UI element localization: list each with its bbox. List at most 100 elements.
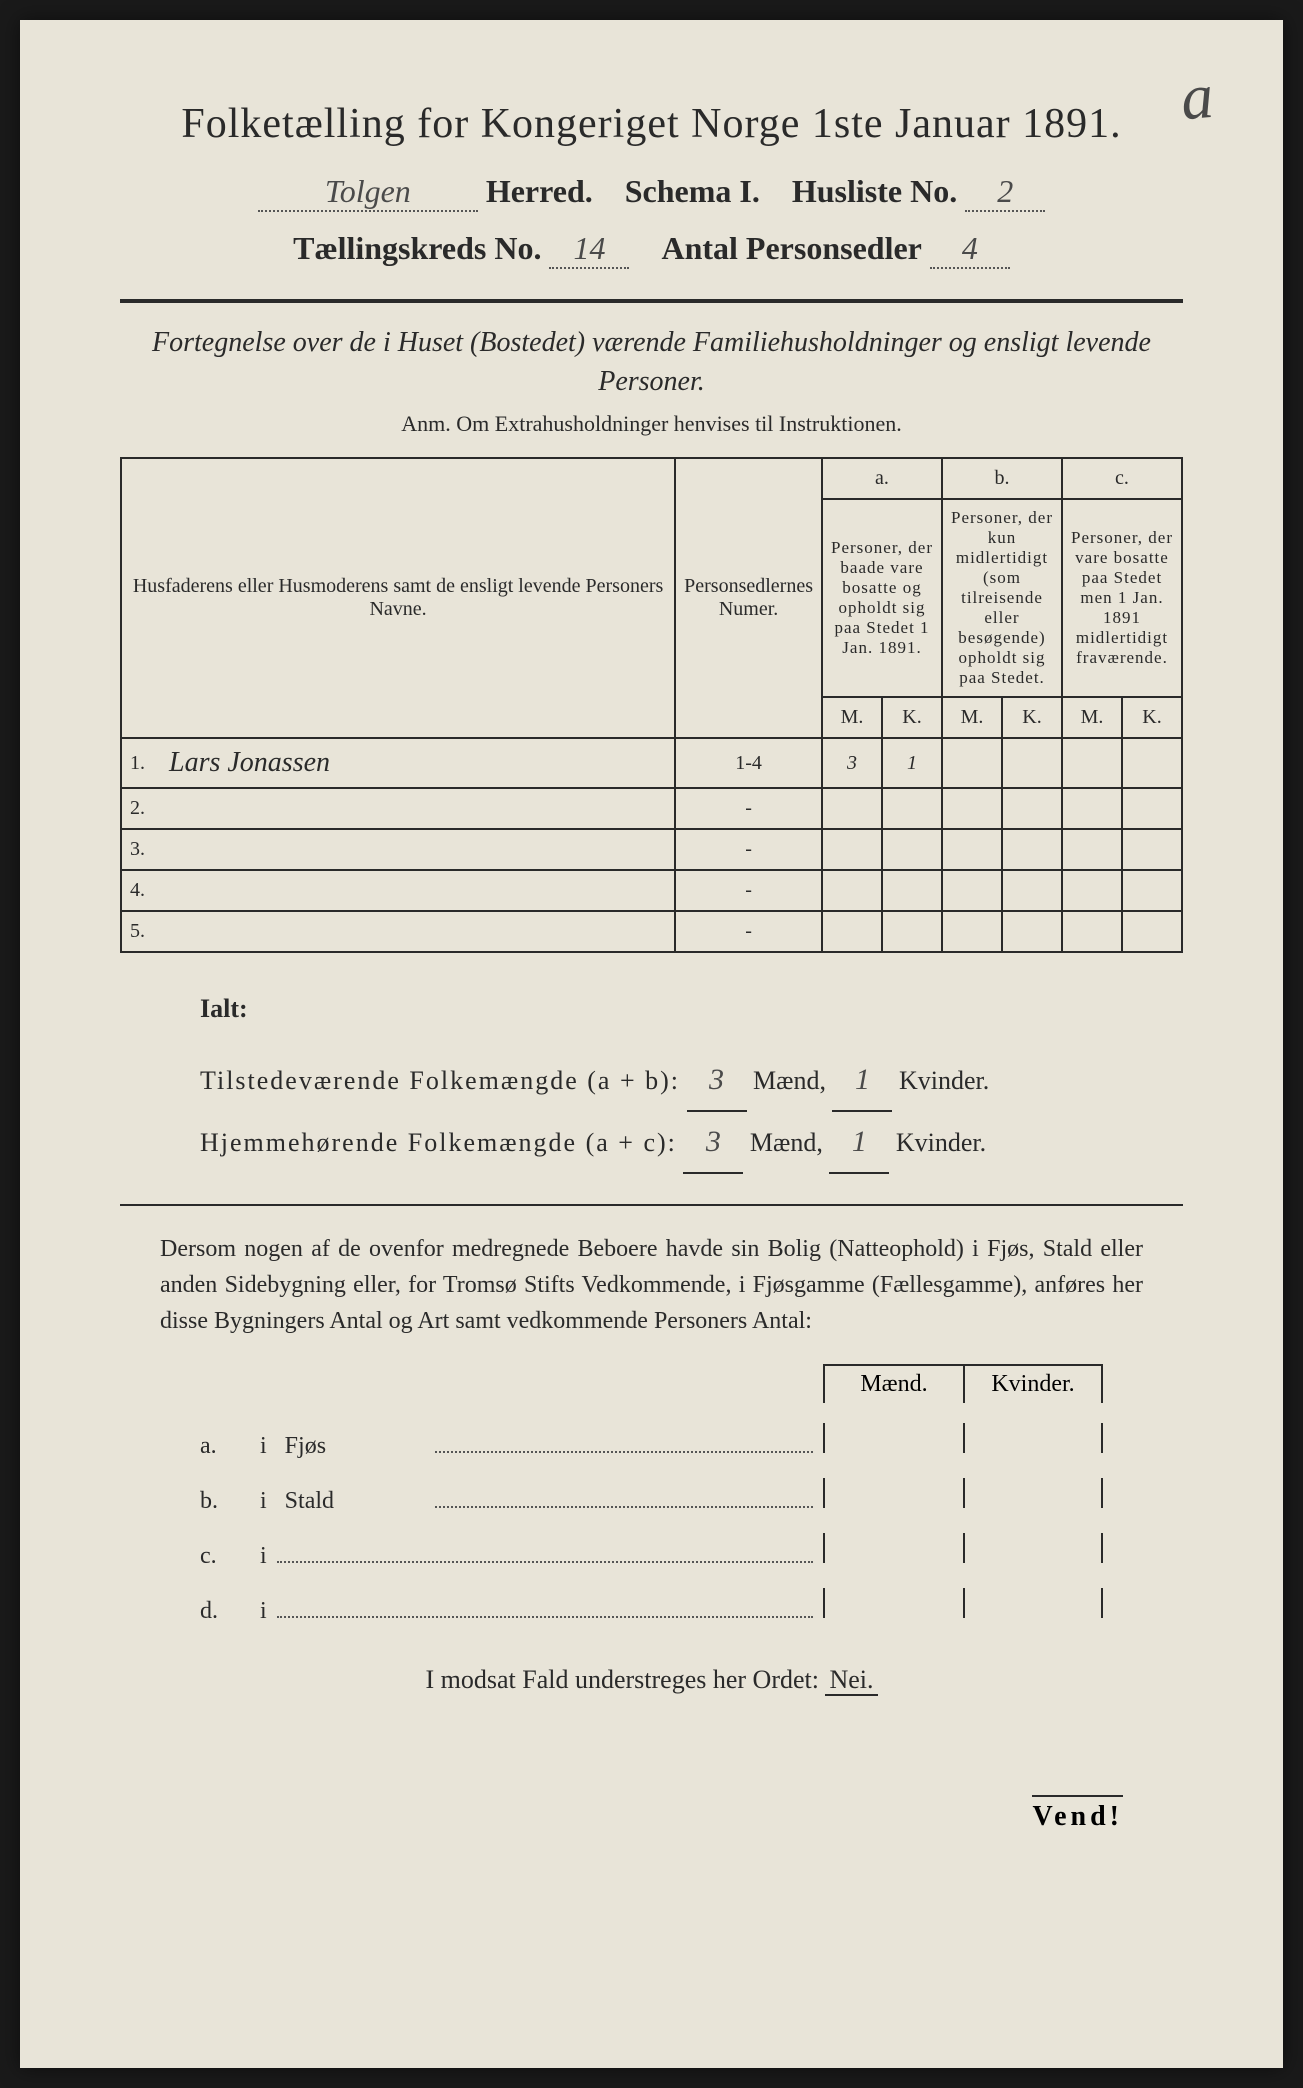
footer-nei-line: I modsat Fald understreges her Ordet: Ne…	[120, 1665, 1183, 1695]
census-form-page: a Folketælling for Kongeriget Norge 1ste…	[20, 20, 1283, 2068]
building-label: d.	[200, 1598, 260, 1625]
col-c-label: c.	[1062, 458, 1182, 499]
divider-2	[120, 1204, 1183, 1206]
col-a-header: Personer, der baade vare bosatte og opho…	[822, 499, 942, 697]
totals-section: Ialt: Tilstedeværende Folkemængde (a + b…	[200, 983, 1183, 1174]
form-note: Anm. Om Extrahusholdninger henvises til …	[120, 411, 1183, 437]
kreds-value: 14	[549, 230, 629, 269]
form-subtitle: Fortegnelse over de i Huset (Bostedet) v…	[120, 323, 1183, 401]
divider-1	[120, 299, 1183, 303]
building-list: a. i Fjøs b. i Stald c. i d. i	[200, 1423, 1103, 1625]
row-a-k	[882, 788, 942, 829]
dots	[435, 1484, 813, 1508]
row-a-m	[822, 911, 882, 952]
row-b-k	[1002, 870, 1062, 911]
col-b-label: b.	[942, 458, 1062, 499]
building-label: a.	[200, 1433, 260, 1460]
building-m	[823, 1533, 963, 1563]
c-m-label: M.	[1062, 697, 1122, 738]
ialt-label: Ialt:	[200, 983, 1183, 1035]
row-b-k	[1002, 738, 1062, 788]
row-name: Lars Jonassen	[161, 738, 675, 788]
row-name	[161, 829, 675, 870]
row-b-m	[942, 829, 1002, 870]
row-a-k	[882, 829, 942, 870]
corner-annotation: a	[1178, 59, 1216, 136]
table-row: 2. -	[121, 788, 1182, 829]
b-k-label: K.	[1002, 697, 1062, 738]
table-row: 5. -	[121, 911, 1182, 952]
row-b-m	[942, 788, 1002, 829]
table-row: 1. Lars Jonassen 1-4 3 1	[121, 738, 1182, 788]
building-i: i	[260, 1433, 267, 1460]
row-c-m	[1062, 788, 1122, 829]
vend-label: Vend!	[1032, 1795, 1123, 1833]
building-m	[823, 1588, 963, 1618]
herred-label: Herred.	[486, 173, 593, 209]
row-a-k	[882, 911, 942, 952]
row-b-k	[1002, 911, 1062, 952]
col-sedler-header: Personsedlernes Numer.	[675, 458, 822, 738]
row-c-k	[1122, 870, 1182, 911]
table-body: 1. Lars Jonassen 1-4 3 1 2. -	[121, 738, 1182, 952]
table-row: 3. -	[121, 829, 1182, 870]
row-num: 4.	[121, 870, 161, 911]
row-name	[161, 870, 675, 911]
row-sedler: -	[675, 829, 822, 870]
c-k-label: K.	[1122, 697, 1182, 738]
row-num: 3.	[121, 829, 161, 870]
form-title: Folketælling for Kongeriget Norge 1ste J…	[120, 100, 1183, 148]
a-m-label: M.	[822, 697, 882, 738]
row-c-m	[1062, 738, 1122, 788]
present-m-label: Mænd,	[753, 1066, 826, 1095]
col-b-header: Personer, der kun midlertidigt (som tilr…	[942, 499, 1062, 697]
building-i: i	[260, 1598, 267, 1625]
dots	[435, 1429, 813, 1453]
building-row: c. i	[200, 1533, 1103, 1570]
row-sedler: -	[675, 911, 822, 952]
row-b-m	[942, 738, 1002, 788]
present-k-label: Kvinder.	[899, 1066, 989, 1095]
row-c-m	[1062, 870, 1122, 911]
building-row: b. i Stald	[200, 1478, 1103, 1515]
building-name: Fjøs	[285, 1433, 425, 1460]
b-m-label: M.	[942, 697, 1002, 738]
row-sedler: -	[675, 788, 822, 829]
building-m	[823, 1478, 963, 1508]
row-name	[161, 911, 675, 952]
mk-k-label: Kvinder.	[963, 1364, 1103, 1403]
building-k	[963, 1478, 1103, 1508]
form-header: Folketælling for Kongeriget Norge 1ste J…	[120, 100, 1183, 269]
row-sedler: 1-4	[675, 738, 822, 788]
row-c-m	[1062, 911, 1122, 952]
dots	[277, 1594, 813, 1618]
row-name	[161, 788, 675, 829]
building-m	[823, 1423, 963, 1453]
row-b-k	[1002, 788, 1062, 829]
row-b-m	[942, 911, 1002, 952]
row-a-m	[822, 788, 882, 829]
row-sedler: -	[675, 870, 822, 911]
col-a-label: a.	[822, 458, 942, 499]
dots	[277, 1539, 813, 1563]
schema-label: Schema I.	[625, 173, 760, 209]
header-line-2: Tolgen Herred. Schema I. Husliste No. 2	[120, 173, 1183, 212]
row-c-k	[1122, 788, 1182, 829]
totals-present: Tilstedeværende Folkemængde (a + b): 3 M…	[200, 1050, 1183, 1112]
sidebygning-paragraph: Dersom nogen af de ovenfor medregnede Be…	[160, 1231, 1143, 1339]
header-line-3: Tællingskreds No. 14 Antal Personsedler …	[120, 230, 1183, 269]
present-m: 3	[687, 1050, 747, 1112]
husliste-label: Husliste No.	[792, 173, 957, 209]
row-c-k	[1122, 911, 1182, 952]
personsedler-label: Antal Personsedler	[661, 230, 921, 266]
herred-value: Tolgen	[258, 173, 478, 212]
building-row: a. i Fjøs	[200, 1423, 1103, 1460]
row-num: 2.	[121, 788, 161, 829]
resident-m-label: Mænd,	[750, 1128, 823, 1157]
resident-m: 3	[683, 1112, 743, 1174]
building-k	[963, 1423, 1103, 1453]
building-k	[963, 1533, 1103, 1563]
building-i: i	[260, 1543, 267, 1570]
a-k-label: K.	[882, 697, 942, 738]
resident-prefix: Hjemmehørende Folkemængde (a + c):	[200, 1128, 677, 1157]
